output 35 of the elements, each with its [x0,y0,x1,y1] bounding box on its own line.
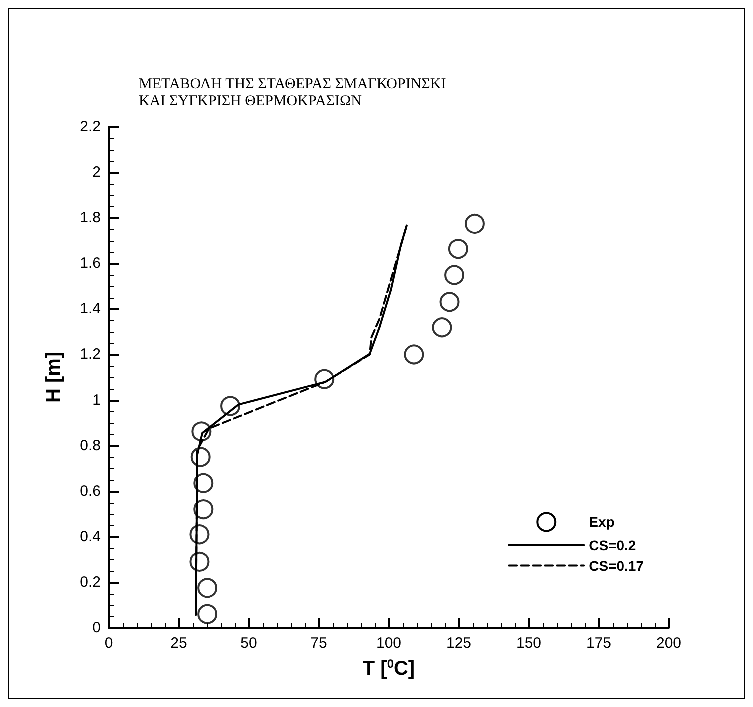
y-tick-label: 0.4 [80,528,101,546]
x-tick-label: 75 [310,635,328,652]
y-tick-label: 1.2 [80,346,101,364]
text: CS=0.17 [589,558,644,574]
point [198,604,218,624]
y-tick-label: 1.8 [80,210,101,227]
point [464,214,485,234]
x-tick-label: 150 [516,635,542,652]
y-tick-label: 1.4 [80,300,101,318]
x-tick-label: 50 [240,635,258,652]
y-axis-title: H [m] [43,352,65,404]
x-tick-label: 175 [586,635,612,652]
x-tick-label: 25 [170,635,188,652]
x-tick-label: 100 [376,635,402,652]
point [194,500,214,520]
y-tick-label: 1.6 [80,255,101,272]
text: CS=0.2 [589,537,636,554]
point [404,344,424,365]
point [448,239,468,260]
point [198,578,218,598]
y-tick-label: 2.2 [80,118,101,136]
y-tick-label: 2 [92,164,101,182]
y-tick-label: 0.6 [80,482,101,500]
y-tick-label: 1 [92,392,101,409]
y-tick-label: 0 [92,620,101,636]
y-tick-label: 0.2 [80,574,101,591]
legend-label: Exp [589,514,615,530]
point [444,265,465,286]
chart-title: ΜΕΤΑΒΟΛΗ ΤΗΣ ΣΤΑΘΕΡΑΣ ΣΜΑΓΚΟΡΙΝΣΚΙ ΚΑΙ ΣΥΓΚΡΙΣΗ ΘΕΡΜΟΚΡΑΣΙΩΝ [139,76,446,110]
x-tick-label: 0 [104,635,114,652]
y-tick-label: 0.8 [80,437,101,454]
x-tick-label: 200 [656,635,682,652]
point [440,292,460,312]
point [432,318,452,338]
x-tick-label: 125 [446,635,472,652]
